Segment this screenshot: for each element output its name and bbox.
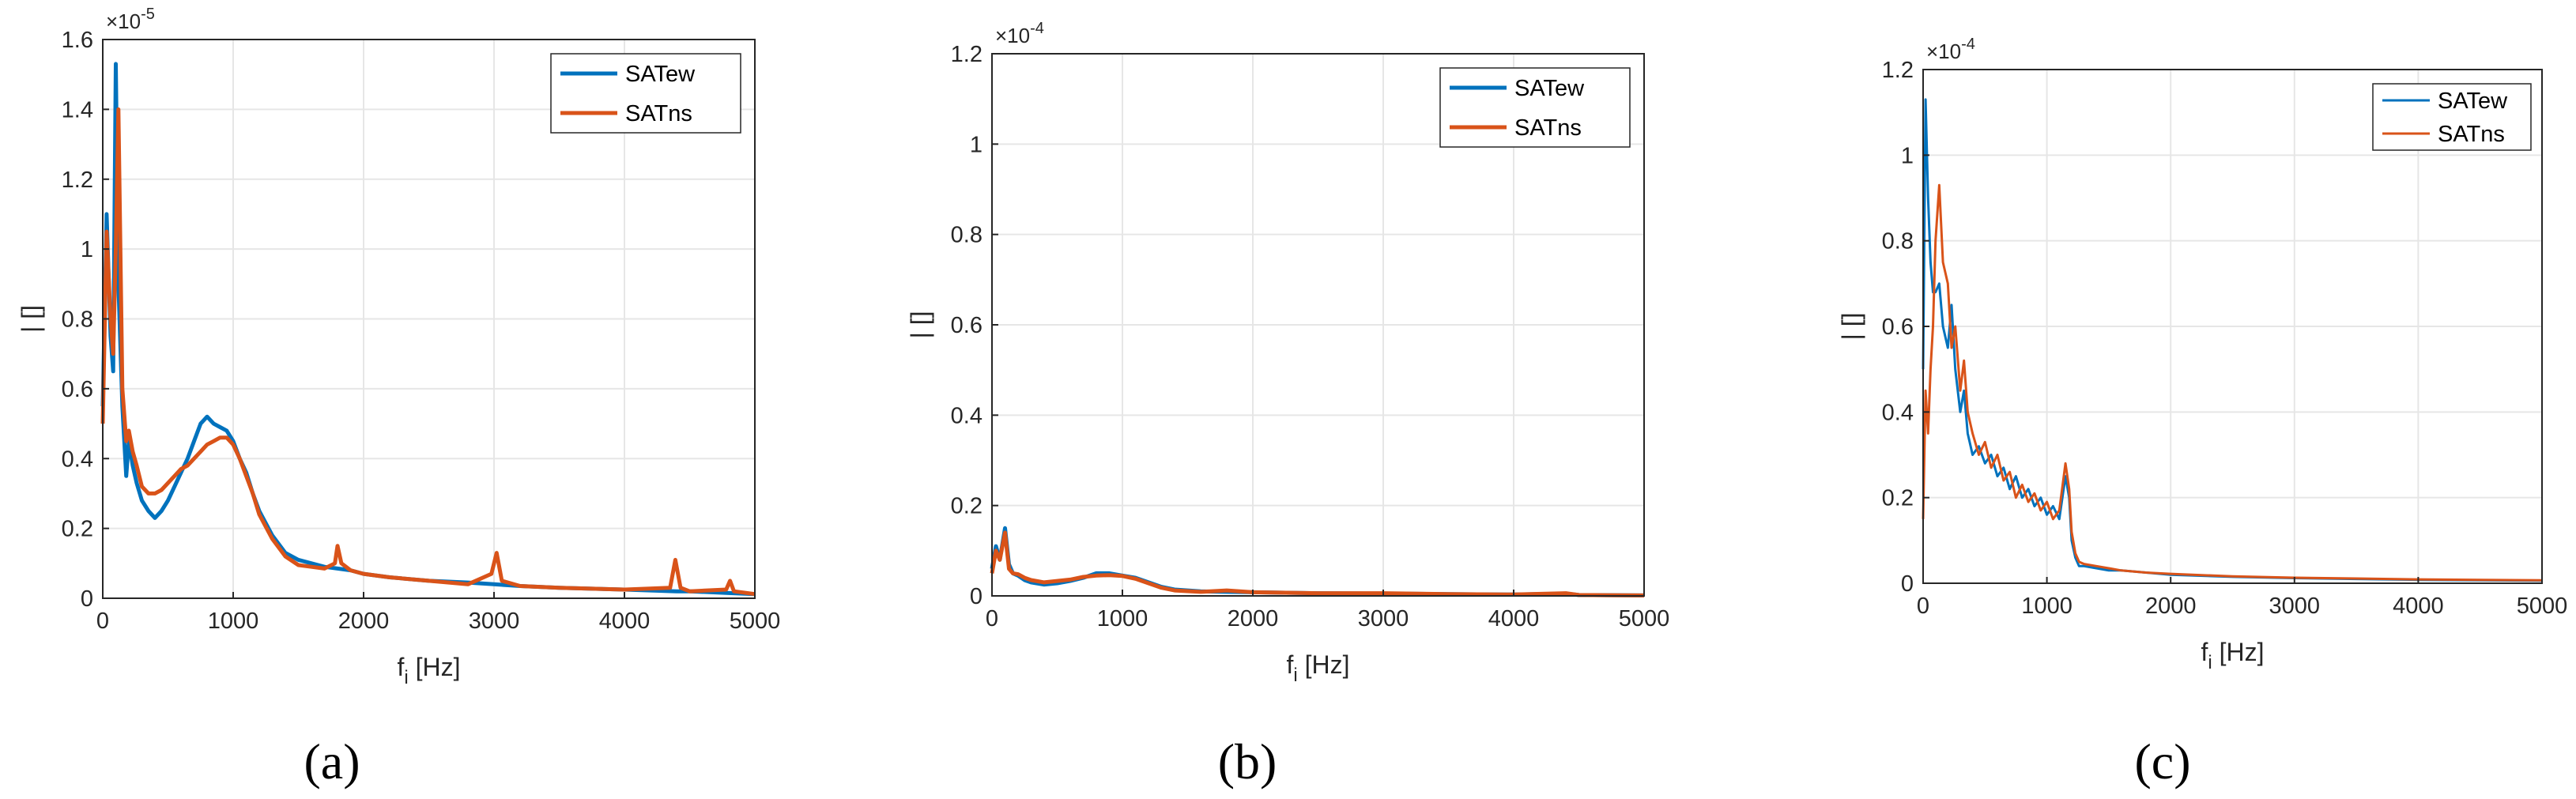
x-axis-label-symbol: f <box>1286 650 1293 679</box>
y-multiplier-base: ×10 <box>1926 40 1961 63</box>
panel-c: 0 1000 2000 3000 4000 5000 0 0.2 0.4 0.6 0.8 1 1.2 ×1… <box>1837 36 2567 790</box>
x-tick-label: 1000 <box>208 609 259 634</box>
y-tick-label: 0.8 <box>951 223 983 248</box>
y-tick-label: 0.8 <box>62 307 93 333</box>
y-tick-label: 0.8 <box>1882 229 1914 254</box>
x-tick-label: 5000 <box>730 609 781 634</box>
panel-label: (a) <box>304 733 360 790</box>
y-tick-label: 0.2 <box>951 494 983 519</box>
y-axis-label: | [] <box>17 305 45 333</box>
legend-box <box>550 53 741 134</box>
legend-label-satew: SATew <box>625 62 696 87</box>
y-tick-label: 1 <box>970 132 983 157</box>
y-multiplier-base: ×10 <box>995 24 1030 47</box>
y-multiplier-exponent: -4 <box>1961 36 1975 53</box>
x-axis-label-unit: [Hz] <box>2212 638 2265 666</box>
y-axis-label: | [] <box>1837 313 1865 341</box>
legend-box <box>1439 67 1631 148</box>
y-tick-label: 1.2 <box>62 168 93 193</box>
x-axis-label-subscript: i <box>404 667 408 688</box>
legend-label-satns: SATns <box>2438 122 2505 147</box>
x-tick-label: 3000 <box>469 609 520 634</box>
panel-a: 0 1000 2000 3000 4000 5000 0 0.2 0.4 0.6 0.8 1 1.2 1.… <box>17 6 780 790</box>
y-tick-label: 1.2 <box>951 42 983 67</box>
x-tick-label: 4000 <box>599 609 651 634</box>
series-line-satns <box>1922 183 2543 582</box>
x-tick-label: 3000 <box>1358 606 1409 631</box>
y-tick-label: 0.6 <box>951 313 983 338</box>
series-line-satns <box>990 530 1645 597</box>
x-axis-label: fi [Hz] <box>1286 650 1349 686</box>
x-tick-label: 3000 <box>2269 594 2321 619</box>
x-tick-label: 0 <box>1917 594 1929 619</box>
legend-label-satew: SATew <box>2438 89 2508 114</box>
y-axis-multiplier: ×10-5 <box>106 6 155 33</box>
y-tick-label: 1.6 <box>62 28 93 53</box>
y-axis-multiplier: ×10-4 <box>995 20 1044 47</box>
y-tick-label: 1.4 <box>62 97 93 122</box>
y-multiplier-base: ×10 <box>106 9 141 33</box>
x-tick-label: 4000 <box>1488 606 1540 631</box>
y-axis-multiplier: ×10-4 <box>1926 36 1975 63</box>
x-tick-label: 1000 <box>1097 606 1148 631</box>
y-tick-label: 0.6 <box>62 377 93 402</box>
x-tick-label: 5000 <box>2517 594 2568 619</box>
x-axis-label-symbol: f <box>2201 638 2208 666</box>
x-axis-label-symbol: f <box>397 653 404 681</box>
series-line-satns <box>100 107 756 597</box>
x-tick-label: 2000 <box>338 609 390 634</box>
y-tick-label: 0.2 <box>62 517 93 542</box>
panel-label: (c) <box>2134 733 2190 790</box>
y-tick-label: 0.6 <box>1882 315 1914 340</box>
x-axis-label: fi [Hz] <box>2201 638 2264 673</box>
y-tick-label: 0 <box>81 586 93 612</box>
y-tick-label: 0.4 <box>951 403 983 428</box>
panel-label: (b) <box>1218 733 1277 790</box>
y-tick-label: 0 <box>1901 571 1914 597</box>
legend-label-satns: SATns <box>1514 115 1582 141</box>
legend-box <box>2372 83 2532 151</box>
y-tick-label: 1.2 <box>1882 58 1914 83</box>
y-multiplier-exponent: -5 <box>141 6 155 23</box>
y-tick-label: 0.2 <box>1882 486 1914 511</box>
x-tick-label: 1000 <box>2021 594 2072 619</box>
x-tick-label: 5000 <box>1619 606 1670 631</box>
x-axis-label-unit: [Hz] <box>409 653 461 681</box>
x-tick-label: 0 <box>986 606 998 631</box>
legend-label-satns: SATns <box>625 101 692 126</box>
x-tick-label: 2000 <box>1228 606 1279 631</box>
y-tick-label: 0.4 <box>62 447 93 472</box>
y-tick-label: 1 <box>1901 143 1914 168</box>
y-tick-label: 1 <box>81 237 93 262</box>
x-tick-label: 0 <box>96 609 109 634</box>
x-axis-label-unit: [Hz] <box>1298 650 1350 679</box>
y-tick-label: 0 <box>970 584 983 609</box>
y-axis-label: | [] <box>906 311 934 339</box>
y-multiplier-exponent: -4 <box>1030 20 1044 37</box>
x-tick-label: 2000 <box>2145 594 2197 619</box>
y-tick-label: 0.4 <box>1882 400 1914 425</box>
panel-b: 0 1000 2000 3000 4000 5000 0 0.2 0.4 0.6 0.8 1 1.2 ×1… <box>906 20 1669 790</box>
x-axis-label-subscript: i <box>2208 652 2212 673</box>
x-axis-label-subscript: i <box>1293 665 1297 686</box>
x-tick-label: 4000 <box>2393 594 2444 619</box>
legend-label-satew: SATew <box>1514 76 1585 101</box>
x-axis-label: fi [Hz] <box>397 653 460 688</box>
